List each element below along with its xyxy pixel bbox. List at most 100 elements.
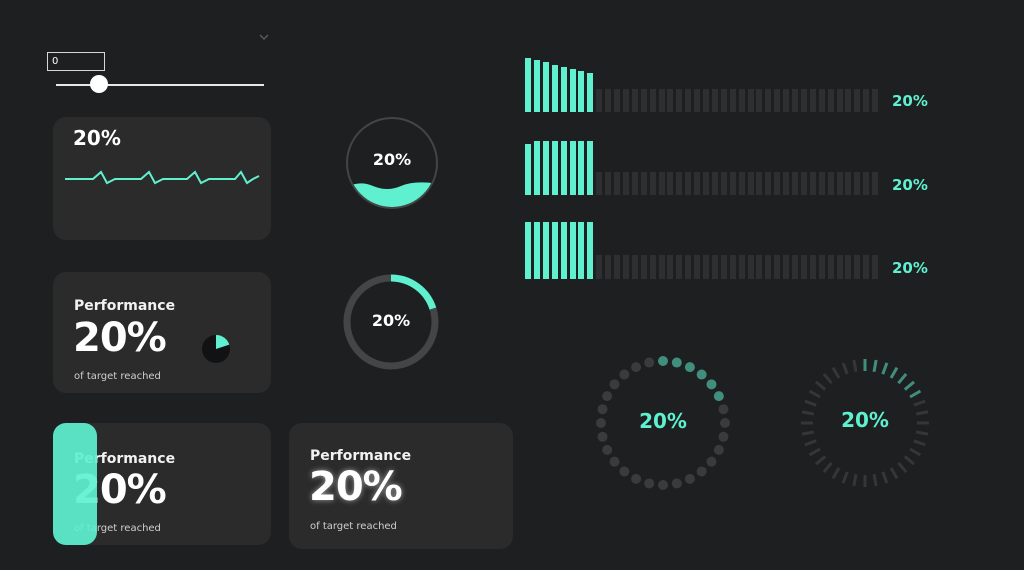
bar-segment <box>569 69 576 112</box>
ring-tick <box>815 380 827 391</box>
ring-dot <box>644 357 655 368</box>
bar-segment <box>533 60 540 112</box>
ring-tick <box>915 410 929 416</box>
ring-dot <box>644 478 655 489</box>
ticks-ring-gauge: 20% <box>798 356 932 490</box>
performance-bar-card: Performance 20% of target reached <box>53 423 271 545</box>
bar-segment <box>694 255 701 279</box>
ring-dot <box>619 466 630 477</box>
pie-slice <box>216 335 230 349</box>
ring-dot <box>658 480 668 490</box>
bar-segment <box>756 89 763 112</box>
bar-segment <box>605 172 612 195</box>
performance-glow-card: Performance 20% of target reached <box>289 423 513 549</box>
value-input[interactable] <box>47 52 105 71</box>
value-slider[interactable] <box>56 74 264 96</box>
ring-tick <box>881 471 889 484</box>
bar-segment <box>720 255 727 279</box>
bar-segment <box>703 172 709 195</box>
bar-segment <box>872 89 879 112</box>
ring-tick <box>903 380 915 391</box>
bar-segment <box>525 58 531 112</box>
ring-dot <box>602 444 613 455</box>
bar-segment <box>792 172 798 195</box>
ring-dot <box>718 404 729 415</box>
bar-segment <box>854 172 861 195</box>
bar-segment <box>649 89 656 112</box>
bar-segment <box>631 89 638 112</box>
bar-segment <box>649 255 656 279</box>
segment-bar-value: 20% <box>892 259 928 277</box>
bar-segment <box>783 255 790 279</box>
bar-segment <box>622 89 629 112</box>
ring-dot <box>671 478 682 489</box>
ring-tick <box>903 455 915 466</box>
bar-segment <box>729 255 736 279</box>
bar-segment <box>756 255 763 279</box>
ring-dot <box>706 379 717 390</box>
ring-dot <box>597 431 608 442</box>
bar-segment <box>685 255 692 279</box>
bar-segment <box>800 255 807 279</box>
ring-tick <box>889 366 899 379</box>
bar-segment <box>747 172 754 195</box>
bar-segment <box>578 222 585 279</box>
ring-tick <box>909 389 922 399</box>
performance-fill-bar <box>53 423 97 545</box>
ring-tick <box>852 473 858 487</box>
sparkline-card: 20% <box>53 117 271 240</box>
bar-segment <box>729 172 736 195</box>
bar-segment <box>863 172 870 195</box>
bar-segment <box>863 255 870 279</box>
bar-segment <box>596 172 603 195</box>
performance-pie-card: Performance 20% of target reached <box>53 272 271 393</box>
bar-segment <box>800 89 807 112</box>
slider-track <box>56 84 264 86</box>
ring-tick <box>801 410 815 416</box>
bar-segment <box>560 222 567 279</box>
segment-bar-full <box>525 222 880 279</box>
performance-value: 20% <box>73 315 167 361</box>
segment-bar-value: 20% <box>892 176 928 194</box>
ring-tick <box>815 455 827 466</box>
bar-segment <box>587 73 594 112</box>
chevron-down-icon[interactable] <box>258 28 270 47</box>
ring-tick <box>872 359 878 373</box>
slider-thumb[interactable] <box>90 75 108 93</box>
ring-dot <box>713 391 724 402</box>
ring-tick <box>889 467 899 480</box>
bar-segment <box>854 255 861 279</box>
bar-segment <box>631 172 638 195</box>
sparkline-line <box>65 170 260 185</box>
sparkline-value: 20% <box>73 126 121 150</box>
bar-segment <box>614 172 620 195</box>
bar-segment <box>872 172 879 195</box>
bar-segment <box>747 89 754 112</box>
ring-tick <box>804 439 817 447</box>
ring-dot <box>696 369 707 380</box>
bar-segment <box>605 89 612 112</box>
bar-segment <box>827 89 834 112</box>
ring-tick <box>822 373 833 385</box>
performance-title: Performance <box>310 448 412 464</box>
bar-segment <box>694 172 701 195</box>
bar-segment <box>587 141 594 195</box>
ring-dot <box>706 456 717 467</box>
bar-segment <box>774 255 781 279</box>
bar-segment <box>667 89 674 112</box>
bar-segment <box>738 172 745 195</box>
ring-tick <box>841 471 849 484</box>
bar-segment <box>783 89 790 112</box>
ring-tick <box>913 399 926 407</box>
bar-segment <box>605 255 612 279</box>
ring-tick <box>808 447 821 457</box>
bar-segment <box>809 89 816 112</box>
dropdown[interactable] <box>46 28 270 44</box>
ring-tick <box>881 362 889 375</box>
ring-dot <box>713 444 724 455</box>
ring-tick <box>841 362 849 375</box>
bar-segment <box>596 89 603 112</box>
bar-segment <box>818 172 825 195</box>
bar-segment <box>756 172 763 195</box>
bar-segment <box>694 89 701 112</box>
